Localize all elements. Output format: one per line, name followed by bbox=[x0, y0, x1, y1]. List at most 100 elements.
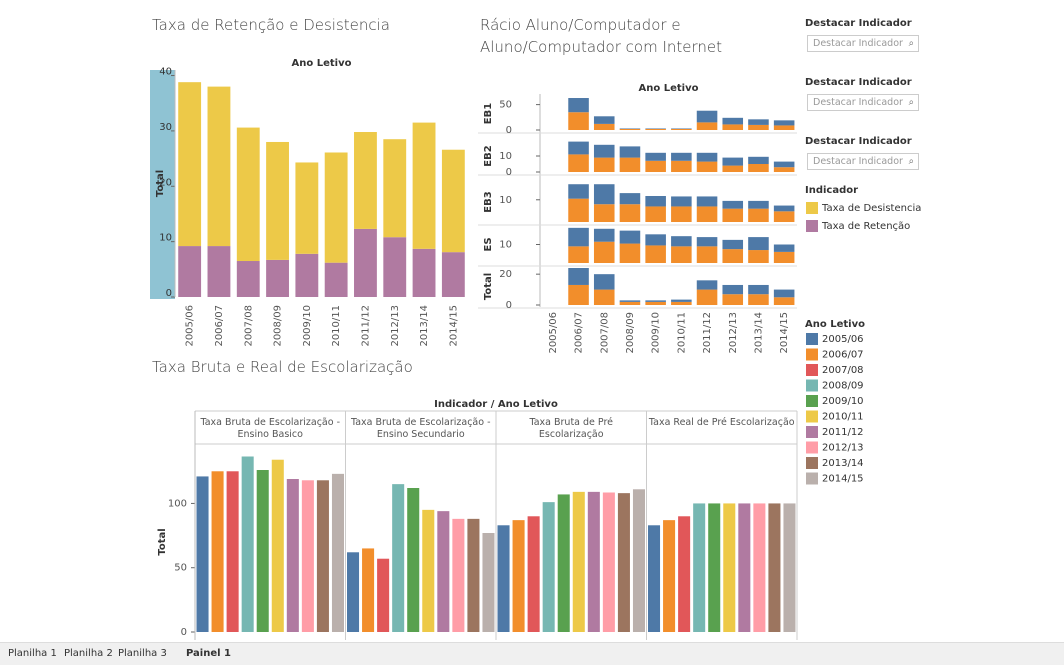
legend-label: Taxa de Retenção bbox=[821, 221, 910, 232]
x-tick-label: 2009/10 bbox=[302, 305, 313, 347]
bar-segment bbox=[178, 82, 202, 247]
bar-segment bbox=[773, 297, 795, 305]
filter-input[interactable]: Destacar Indicador bbox=[807, 35, 919, 52]
row-label: EB2 bbox=[483, 145, 494, 166]
bar-segment bbox=[324, 152, 348, 263]
bar-segment bbox=[748, 164, 769, 172]
bar-segment bbox=[722, 239, 744, 250]
y-tick-label: 0 bbox=[181, 627, 187, 638]
bar-segment bbox=[568, 98, 589, 113]
bar bbox=[301, 480, 314, 632]
bar-segment bbox=[671, 152, 692, 161]
panel-header: Taxa Real de Pré Escolarização bbox=[648, 417, 795, 428]
bar-segment bbox=[671, 301, 692, 305]
bar-segment bbox=[645, 128, 666, 130]
bar bbox=[542, 502, 555, 632]
bar bbox=[437, 511, 450, 632]
row-label: EB3 bbox=[483, 191, 494, 212]
bar-segment bbox=[645, 234, 666, 246]
filter-input[interactable]: Destacar Indicador bbox=[807, 153, 919, 170]
bar-segment bbox=[748, 124, 769, 130]
bar-segment bbox=[722, 165, 744, 172]
bar-segment bbox=[619, 146, 641, 158]
bar-segment bbox=[619, 300, 641, 302]
bar-segment bbox=[671, 160, 692, 172]
bar-segment bbox=[441, 149, 465, 253]
legend-label: 2006/07 bbox=[822, 350, 864, 361]
bar-segment bbox=[748, 284, 769, 295]
legend-title: Ano Letivo bbox=[805, 319, 865, 330]
y-tick-label: 20 bbox=[499, 269, 512, 280]
bar bbox=[617, 493, 630, 632]
bar-segment bbox=[696, 246, 718, 263]
bar-segment bbox=[568, 227, 589, 247]
bar-segment bbox=[593, 289, 615, 305]
bar-segment bbox=[593, 228, 615, 242]
chart-title: Rácio Aluno/Computador e Aluno/Computado… bbox=[480, 16, 723, 56]
legend-swatch bbox=[806, 333, 818, 345]
x-tick-label: 2011/12 bbox=[702, 312, 713, 354]
y-tick-label: 0 bbox=[506, 125, 512, 136]
legend-swatch bbox=[806, 220, 818, 232]
bar-segment bbox=[266, 259, 289, 297]
legend-swatch bbox=[806, 202, 818, 214]
bar-segment bbox=[645, 128, 666, 129]
legend-swatch bbox=[806, 441, 818, 454]
y-axis-label: Total bbox=[155, 170, 166, 197]
bar-segment bbox=[568, 268, 589, 285]
bar bbox=[271, 459, 284, 632]
bar-segment bbox=[696, 152, 718, 162]
x-tick-label: 2012/13 bbox=[728, 312, 739, 354]
bar-segment bbox=[773, 205, 795, 212]
bar-segment bbox=[593, 204, 615, 222]
bar-segment bbox=[722, 117, 744, 125]
tab[interactable]: Planilha 2 bbox=[64, 648, 113, 659]
bar bbox=[241, 456, 254, 632]
bar bbox=[527, 516, 540, 632]
legend-swatch bbox=[806, 379, 818, 392]
bar-segment bbox=[593, 184, 615, 205]
bar-segment bbox=[568, 246, 589, 263]
bar bbox=[663, 520, 676, 632]
bar-segment bbox=[696, 280, 718, 290]
bar-segment bbox=[568, 184, 589, 199]
bar-segment bbox=[748, 119, 769, 125]
x-tick-label: 2006/07 bbox=[214, 305, 225, 347]
x-tick-label: 2012/13 bbox=[390, 305, 401, 347]
bar bbox=[753, 503, 766, 632]
bar-segment bbox=[207, 246, 231, 297]
legend-label: Taxa de Desistencia bbox=[821, 203, 921, 214]
bar-segment bbox=[593, 123, 615, 130]
bar bbox=[497, 525, 510, 632]
bar-segment bbox=[295, 162, 319, 254]
tab[interactable]: Planilha 1 bbox=[8, 648, 57, 659]
bar-segment bbox=[645, 206, 666, 222]
panel-header: Taxa Bruta de Escolarização - Ensino Sec… bbox=[350, 417, 491, 440]
legend-label: 2014/15 bbox=[822, 474, 864, 485]
legend-label: 2012/13 bbox=[822, 443, 864, 454]
bar bbox=[211, 471, 224, 632]
y-tick-label: 30 bbox=[159, 122, 172, 133]
bar bbox=[572, 491, 585, 632]
bar bbox=[316, 480, 329, 632]
y-axis-label: Total bbox=[157, 528, 168, 555]
bar-segment bbox=[619, 230, 641, 244]
bar bbox=[422, 509, 435, 632]
bar-segment bbox=[722, 124, 744, 130]
bar-segment bbox=[354, 228, 377, 297]
bar-segment bbox=[773, 120, 795, 126]
tab[interactable]: Planilha 3 bbox=[118, 648, 167, 659]
bar bbox=[331, 473, 344, 632]
legend-swatch bbox=[806, 472, 818, 485]
filter-input[interactable]: Destacar Indicador bbox=[807, 94, 919, 111]
tab[interactable]: Painel 1 bbox=[186, 648, 232, 659]
bar-segment bbox=[619, 128, 641, 130]
bar-segment bbox=[383, 237, 407, 297]
bar bbox=[256, 470, 269, 632]
filter-title: Destacar Indicador bbox=[805, 136, 912, 147]
bar-segment bbox=[619, 243, 641, 263]
bar-segment bbox=[645, 160, 666, 172]
y-tick-label: 50 bbox=[174, 563, 187, 574]
bar-segment bbox=[671, 299, 692, 302]
